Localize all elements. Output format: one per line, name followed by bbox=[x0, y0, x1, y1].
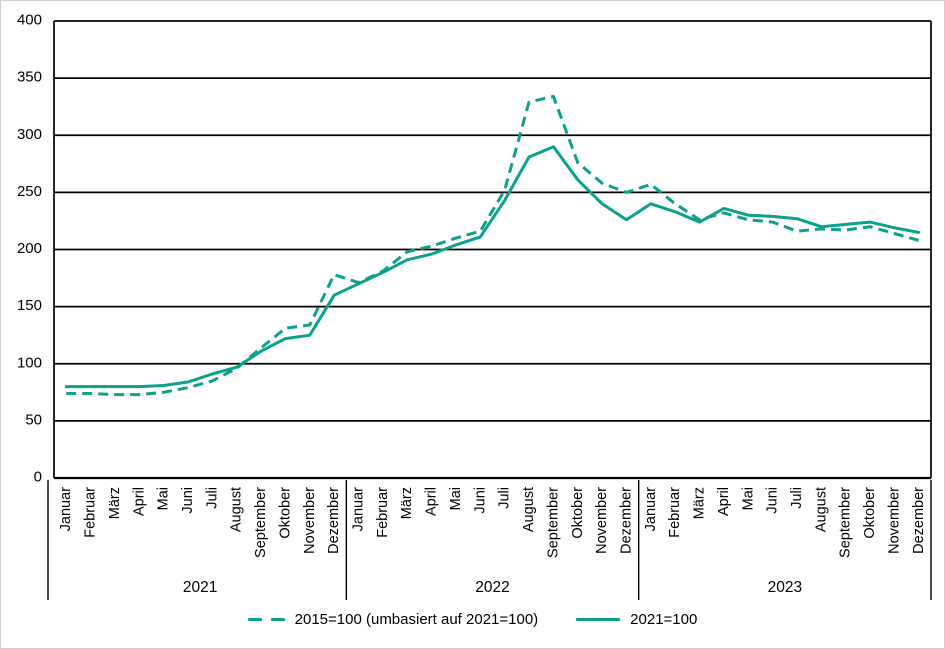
x-axis-month-labels: Januar Februar März April Mai Juni Juli August S… bbox=[58, 487, 927, 558]
month-label: Mai bbox=[448, 487, 464, 510]
month-label: September bbox=[545, 487, 561, 558]
year-label: 2022 bbox=[475, 579, 509, 596]
month-label: März bbox=[399, 487, 415, 519]
month-label: August bbox=[229, 487, 245, 532]
y-tick-label: 300 bbox=[17, 126, 42, 143]
month-label: Dezember bbox=[618, 487, 634, 554]
month-label: August bbox=[813, 487, 829, 532]
month-label: Juni bbox=[472, 487, 488, 514]
month-label: Februar bbox=[375, 487, 391, 538]
month-label: Dezember bbox=[326, 487, 342, 554]
month-label: April bbox=[716, 487, 732, 516]
y-tick-label: 400 bbox=[17, 12, 42, 29]
month-label: Januar bbox=[351, 487, 367, 532]
year-label: 2023 bbox=[768, 579, 802, 596]
series-solid-line bbox=[64, 145, 921, 389]
plot-border bbox=[53, 21, 932, 478]
dashed-line-swatch bbox=[247, 617, 285, 622]
year-separators bbox=[47, 480, 932, 600]
month-label: Mai bbox=[156, 487, 172, 510]
month-label: September bbox=[253, 487, 269, 558]
month-label: Mai bbox=[740, 487, 756, 510]
month-label: Oktober bbox=[570, 487, 586, 539]
legend-label-solid: 2021=100 bbox=[630, 611, 698, 628]
month-label: Oktober bbox=[862, 487, 878, 539]
month-label: September bbox=[838, 487, 854, 558]
solid-line-swatch bbox=[576, 617, 621, 622]
legend-label-dashed: 2015=100 (umbasiert auf 2021=100) bbox=[294, 611, 539, 628]
y-axis-labels: 0 50 100 150 200 250 300 350 400 bbox=[17, 12, 42, 486]
month-label: Januar bbox=[643, 487, 659, 532]
month-label: April bbox=[131, 487, 147, 516]
y-tick-label: 0 bbox=[34, 469, 42, 486]
y-tick-label: 350 bbox=[17, 69, 42, 86]
y-tick-label: 100 bbox=[17, 354, 42, 371]
month-label: November bbox=[302, 487, 318, 554]
y-tick-label: 50 bbox=[25, 411, 42, 428]
month-label: März bbox=[692, 487, 708, 519]
month-label: Juli bbox=[789, 487, 805, 509]
year-label: 2021 bbox=[183, 579, 217, 596]
month-label: Juli bbox=[204, 487, 220, 509]
month-label: März bbox=[107, 487, 123, 519]
chart-legend: 2015=100 (umbasiert auf 2021=100) 2021=1… bbox=[1, 611, 944, 628]
month-label: Oktober bbox=[277, 487, 293, 539]
month-label: Februar bbox=[83, 487, 99, 538]
month-label: Juni bbox=[180, 487, 196, 514]
month-label: November bbox=[594, 487, 610, 554]
legend-item-dashed: 2015=100 (umbasiert auf 2021=100) bbox=[247, 611, 539, 628]
y-tick-label: 200 bbox=[17, 240, 42, 257]
series-dashed-line bbox=[66, 94, 920, 397]
gridlines bbox=[54, 20, 931, 480]
month-label: Januar bbox=[58, 487, 74, 532]
month-label: Februar bbox=[667, 487, 683, 538]
month-label: Juli bbox=[497, 487, 513, 509]
month-label: August bbox=[521, 487, 537, 532]
month-label: November bbox=[886, 487, 902, 554]
month-label: April bbox=[424, 487, 440, 516]
y-tick-label: 250 bbox=[17, 183, 42, 200]
month-label: Dezember bbox=[911, 487, 927, 554]
legend-item-solid: 2021=100 bbox=[576, 611, 697, 628]
month-label: Juni bbox=[765, 487, 781, 514]
x-axis-year-labels: 2021 2022 2023 bbox=[183, 579, 802, 596]
y-tick-label: 150 bbox=[17, 297, 42, 314]
